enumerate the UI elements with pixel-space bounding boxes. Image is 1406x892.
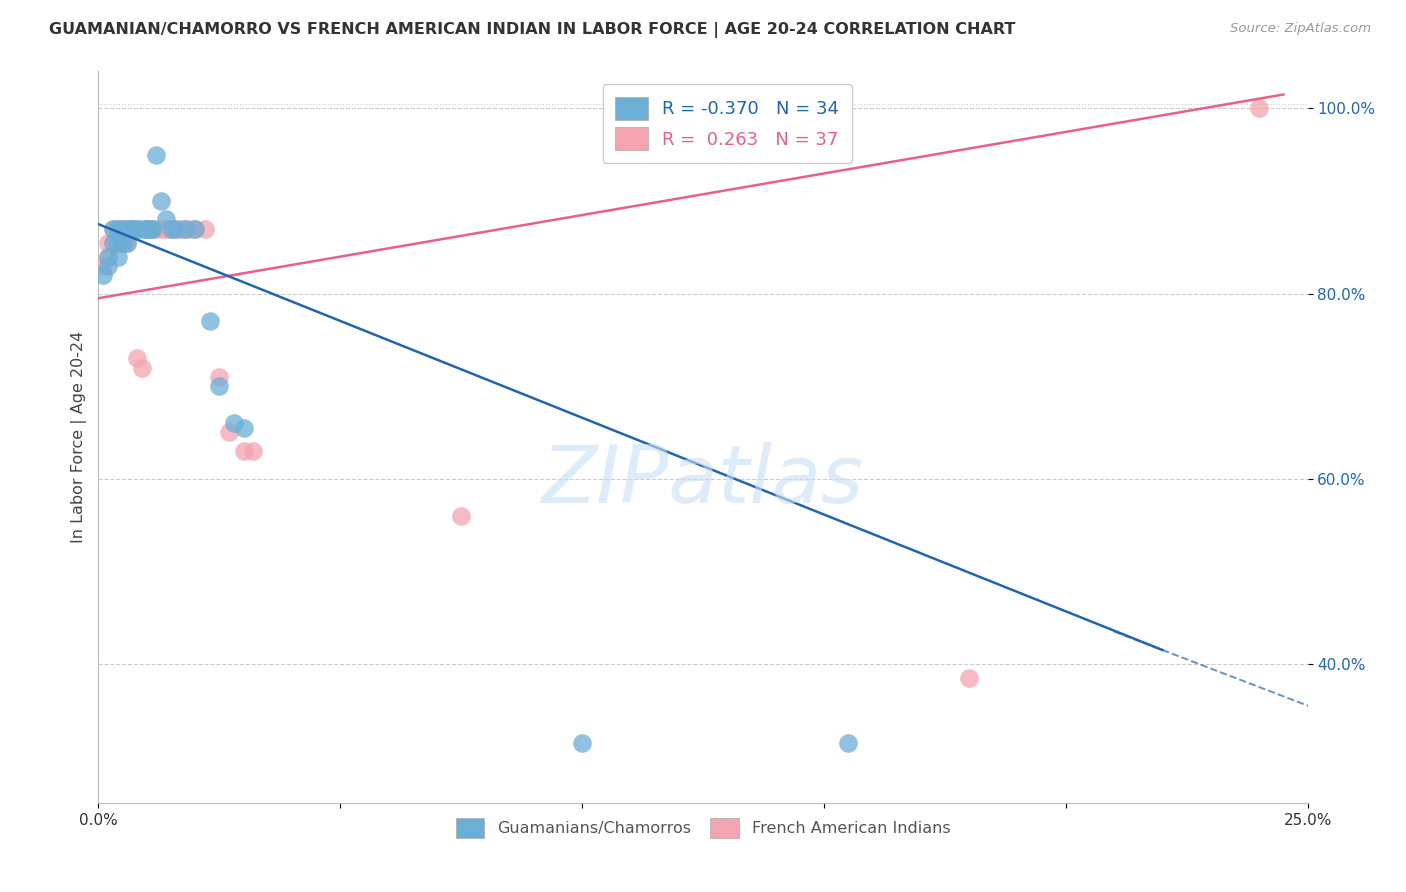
Point [117,221,139,235]
Point [107,221,129,235]
Point [218,425,240,440]
Point [160,221,183,235]
Point [127,221,149,235]
Point [184,221,207,235]
Point [135,221,157,235]
Point [111,221,134,235]
Point [107,221,129,235]
Point [121,221,143,235]
Point [111,235,134,250]
Point [837,736,859,750]
Point [155,221,177,235]
Point [135,221,157,235]
Point [101,235,124,250]
Point [232,421,254,435]
Point [135,221,157,235]
Point [165,221,187,235]
Point [101,235,124,250]
Point [117,235,139,250]
Point [101,221,124,235]
Point [97,235,120,250]
Point [107,235,129,250]
Point [222,416,245,430]
Point [957,671,980,685]
Point [208,370,231,384]
Point [127,221,149,235]
Point [174,221,197,235]
Point [107,235,129,250]
Point [91,259,114,273]
Point [174,221,197,235]
Point [232,444,254,458]
Legend: Guamanians/Chamorros, French American Indians: Guamanians/Chamorros, French American In… [447,810,959,846]
Point [131,221,153,235]
Point [117,235,139,250]
Point [160,221,183,235]
Point [179,221,201,235]
Point [150,221,173,235]
Point [111,235,134,250]
Point [169,221,191,235]
Point [121,221,143,235]
Point [97,250,120,264]
Point [111,221,134,235]
Point [107,250,129,264]
Point [141,221,163,235]
Point [198,314,221,328]
Point [155,212,177,227]
Point [194,221,217,235]
Point [121,221,143,235]
Point [450,508,472,523]
Text: ZIPatlas: ZIPatlas [541,442,865,520]
Point [184,221,207,235]
Point [107,221,129,235]
Point [97,259,120,273]
Point [121,221,143,235]
Point [91,268,114,282]
Point [135,221,157,235]
Point [117,221,139,235]
Point [145,147,167,161]
Point [242,444,264,458]
Point [131,360,153,375]
Point [111,221,134,235]
Text: Source: ZipAtlas.com: Source: ZipAtlas.com [1230,22,1371,36]
Point [1249,102,1271,116]
Point [165,221,187,235]
Point [141,221,163,235]
Text: GUAMANIAN/CHAMORRO VS FRENCH AMERICAN INDIAN IN LABOR FORCE | AGE 20-24 CORRELAT: GUAMANIAN/CHAMORRO VS FRENCH AMERICAN IN… [49,22,1015,38]
Point [571,736,593,750]
Point [101,221,124,235]
Point [145,221,167,235]
Point [150,194,173,208]
Point [208,379,231,393]
Y-axis label: In Labor Force | Age 20-24: In Labor Force | Age 20-24 [72,331,87,543]
Point [141,221,163,235]
Point [97,250,120,264]
Point [127,351,149,366]
